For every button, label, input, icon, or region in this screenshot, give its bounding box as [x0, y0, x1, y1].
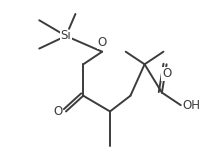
Text: O: O: [97, 36, 107, 48]
Text: OH: OH: [182, 99, 200, 112]
Text: O: O: [54, 105, 63, 118]
Text: Si: Si: [61, 29, 71, 42]
Text: O: O: [162, 67, 171, 80]
